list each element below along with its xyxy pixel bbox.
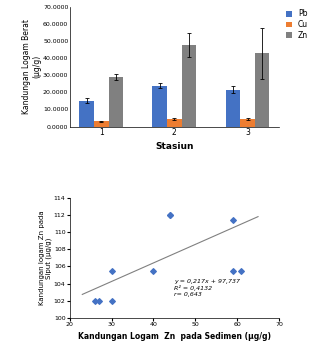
Y-axis label: Kandungan Logam Berat
(µg/g): Kandungan Logam Berat (µg/g) xyxy=(22,19,42,114)
Legend: Pb, Cu, Zn: Pb, Cu, Zn xyxy=(285,8,309,41)
Point xyxy=(239,268,244,274)
Bar xyxy=(94,121,108,126)
Point xyxy=(168,213,173,218)
Bar xyxy=(182,44,196,126)
X-axis label: Stasiun: Stasiun xyxy=(155,143,194,151)
Point xyxy=(168,213,173,218)
Point xyxy=(151,268,156,274)
Bar xyxy=(255,53,269,126)
Bar xyxy=(108,77,123,126)
Y-axis label: Kandungan logam Zn pada
Siput (µg/g): Kandungan logam Zn pada Siput (µg/g) xyxy=(39,211,52,305)
Point xyxy=(109,268,114,274)
Point xyxy=(96,298,101,304)
Point xyxy=(230,217,236,222)
Bar xyxy=(226,90,240,126)
Bar xyxy=(152,85,167,126)
Point xyxy=(230,268,236,274)
Point xyxy=(92,298,97,304)
Bar xyxy=(79,101,94,126)
Bar xyxy=(240,119,255,126)
Bar xyxy=(167,119,182,126)
X-axis label: Kandungan Logam  Zn  pada Sedimen (µg/g): Kandungan Logam Zn pada Sedimen (µg/g) xyxy=(78,333,271,341)
Point xyxy=(109,298,114,304)
Text: y = 0,217x + 97,737
R² = 0,4132
r= 0,643: y = 0,217x + 97,737 R² = 0,4132 r= 0,643 xyxy=(174,279,240,297)
